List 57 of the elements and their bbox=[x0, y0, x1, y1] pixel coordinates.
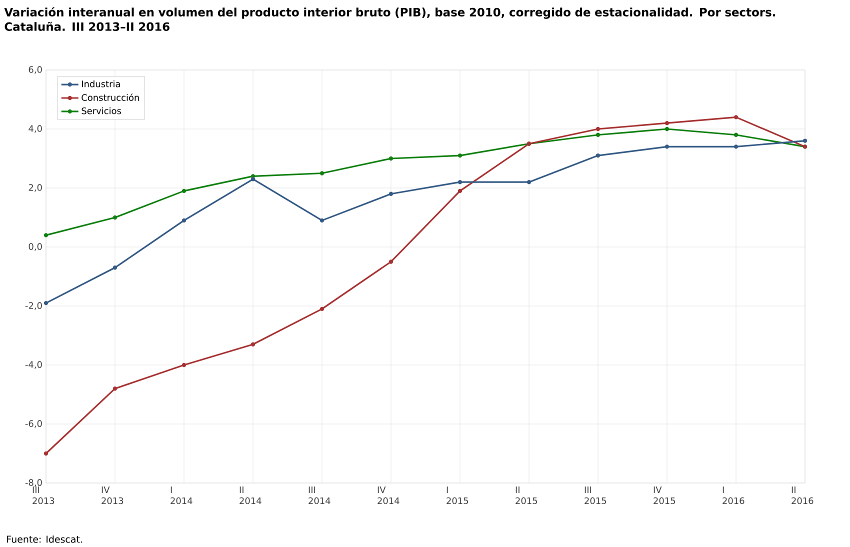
chart-title: Variación interanual en volumen del producto interior bruto (PIB), base 2010, corregido de estacionalidad. Por sectors. Cataluña. III 2013–II 2016 bbox=[4, 7, 776, 31]
point bbox=[458, 180, 462, 184]
y-tick-label: -6,0 bbox=[25, 420, 42, 428]
point bbox=[320, 171, 324, 176]
point bbox=[250, 174, 256, 178]
point bbox=[320, 306, 324, 312]
point bbox=[664, 144, 670, 149]
y-tick-label: 0,0 bbox=[28, 243, 42, 251]
legend-label: Industria bbox=[82, 80, 120, 88]
y-tick-label: 2,0 bbox=[28, 184, 42, 192]
point bbox=[596, 132, 600, 137]
point bbox=[388, 192, 394, 196]
point bbox=[388, 260, 394, 264]
x-tick-label: II 2016 bbox=[792, 486, 814, 504]
point bbox=[182, 362, 186, 368]
x-tick-label: I 2015 bbox=[446, 486, 468, 504]
point bbox=[664, 126, 670, 132]
x-tick-label: IV 2013 bbox=[102, 486, 124, 504]
point bbox=[734, 132, 738, 137]
x-tick-label: I 2014 bbox=[170, 486, 192, 504]
point bbox=[526, 180, 532, 184]
point bbox=[802, 138, 808, 143]
point bbox=[112, 215, 118, 220]
x-tick-label: IV 2014 bbox=[378, 486, 400, 504]
y-tick-label: -4,0 bbox=[25, 361, 42, 369]
y-tick-label: 6,0 bbox=[28, 66, 42, 74]
legend-label: Servicios bbox=[82, 107, 122, 114]
point bbox=[458, 188, 462, 194]
point bbox=[734, 115, 738, 120]
point bbox=[44, 233, 48, 238]
point bbox=[250, 342, 256, 346]
point bbox=[734, 144, 738, 149]
point bbox=[664, 120, 670, 126]
point bbox=[182, 218, 186, 223]
point bbox=[44, 451, 48, 456]
point bbox=[250, 177, 256, 182]
y-tick-label: -8,0 bbox=[25, 479, 42, 487]
x-tick-label: II 2014 bbox=[240, 486, 262, 504]
point bbox=[596, 126, 600, 132]
point bbox=[458, 153, 462, 158]
x-tick-label: III 2015 bbox=[584, 486, 606, 504]
point bbox=[320, 218, 324, 223]
y-tick-label: -2,0 bbox=[25, 302, 42, 310]
x-tick-label: II 2015 bbox=[516, 486, 538, 504]
x-tick-label: IV 2015 bbox=[654, 486, 676, 504]
point bbox=[388, 156, 394, 161]
legend-label: Construcción bbox=[82, 94, 139, 101]
point bbox=[182, 188, 186, 194]
x-tick-label: III 2013 bbox=[32, 486, 54, 504]
x-tick-label: I 2016 bbox=[722, 486, 744, 504]
point bbox=[596, 153, 600, 158]
source-note: Fuente: Idescat. bbox=[7, 535, 82, 543]
x-tick-label: III 2014 bbox=[308, 486, 330, 504]
point bbox=[112, 386, 118, 391]
point bbox=[44, 300, 48, 306]
y-tick-label: 4,0 bbox=[28, 125, 42, 133]
point bbox=[112, 266, 118, 270]
